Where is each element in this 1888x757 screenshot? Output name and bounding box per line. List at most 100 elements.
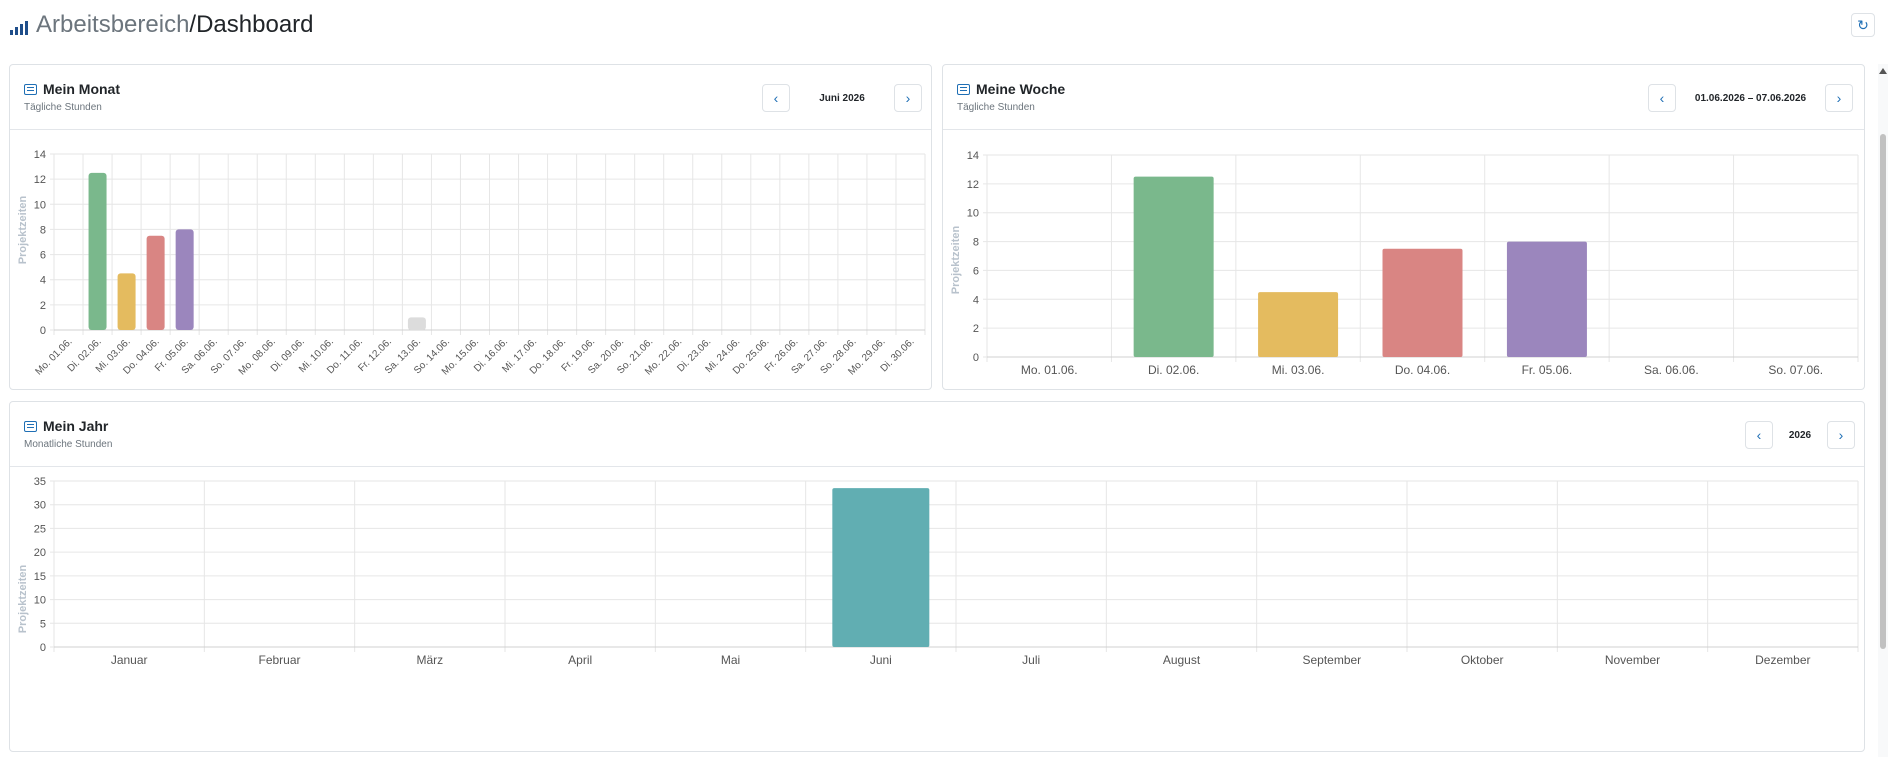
bar-13 xyxy=(407,317,426,330)
week-title: Meine Woche xyxy=(976,81,1066,97)
bar-4 xyxy=(146,235,165,330)
x-tick-label: Mo. 01.06. xyxy=(1021,363,1078,377)
y-tick-label: 8 xyxy=(973,237,979,249)
x-tick-label: September xyxy=(1302,653,1361,667)
refresh-button[interactable]: ↻ xyxy=(1851,13,1875,37)
y-axis-label: Projektzeiten xyxy=(950,225,962,294)
y-tick-label: 14 xyxy=(967,150,979,162)
calendar-chart-icon xyxy=(957,83,970,95)
chevron-left-icon: ‹ xyxy=(1756,427,1762,443)
y-tick-label: 6 xyxy=(40,250,46,262)
y-tick-label: 35 xyxy=(34,476,46,488)
week-prev-button[interactable]: ‹ xyxy=(1648,84,1676,112)
year-card: Mein Jahr Monatliche Stunden ‹ 2026 › 0 5… xyxy=(9,401,1865,752)
y-tick-label: 12 xyxy=(34,174,46,186)
y-tick-label: 0 xyxy=(973,352,979,364)
page-header: Arbeitsbereich/Dashboard xyxy=(10,8,314,42)
scrollbar-thumb[interactable] xyxy=(1880,134,1886,649)
bar-4 xyxy=(1382,248,1463,357)
y-tick-label: 15 xyxy=(34,571,46,583)
y-tick-label: 10 xyxy=(34,595,46,607)
x-tick-label: Di. 02.06. xyxy=(1148,363,1199,377)
x-tick-label: Do. 04.06. xyxy=(1395,363,1450,377)
y-tick-label: 0 xyxy=(40,325,46,337)
page-scrollbar[interactable] xyxy=(1878,64,1888,757)
week-next-button[interactable]: › xyxy=(1825,84,1853,112)
breadcrumb-current: Dashboard xyxy=(196,11,314,38)
x-tick-label: November xyxy=(1605,653,1660,667)
x-tick-label: Dezember xyxy=(1755,653,1810,667)
breadcrumb: Arbeitsbereich/Dashboard xyxy=(36,11,314,39)
month-card-title: Mein Monat xyxy=(24,81,120,97)
y-tick-label: 8 xyxy=(40,224,46,236)
x-tick-label: Mai xyxy=(721,653,740,667)
y-tick-label: 4 xyxy=(973,294,979,306)
x-tick-label: Fr. 05.06. xyxy=(1522,363,1573,377)
bar-5 xyxy=(1506,241,1587,357)
month-period-label: Juni 2026 xyxy=(819,92,865,104)
month-card-header: Mein Monat Tägliche Stunden ‹ Juni 2026 … xyxy=(10,65,931,130)
chevron-right-icon: › xyxy=(1838,427,1844,443)
y-tick-label: 20 xyxy=(34,547,46,559)
bar-3 xyxy=(1258,292,1339,357)
x-tick-label: Januar xyxy=(111,653,148,667)
breadcrumb-parent[interactable]: Arbeitsbereich xyxy=(36,11,190,38)
y-tick-label: 30 xyxy=(34,500,46,512)
y-tick-label: 4 xyxy=(40,275,46,287)
y-tick-label: 25 xyxy=(34,523,46,535)
year-subtitle: Monatliche Stunden xyxy=(24,439,113,450)
x-tick-label: So. 07.06. xyxy=(1768,363,1823,377)
breadcrumb-separator: / xyxy=(189,11,197,38)
month-next-button[interactable]: › xyxy=(894,84,922,112)
week-card: Meine Woche Tägliche Stunden ‹ 01.06.202… xyxy=(942,64,1865,390)
x-tick-label: Februar xyxy=(258,653,300,667)
year-chart: 0 5 10 15 20 25 30 35 Januar Februar März April Mai J… xyxy=(17,476,1859,667)
scroll-up-arrow-icon[interactable] xyxy=(1879,68,1887,74)
chevron-right-icon: › xyxy=(905,90,911,106)
month-title: Mein Monat xyxy=(43,81,120,97)
x-tick-label: Juli xyxy=(1022,653,1040,667)
chevron-left-icon: ‹ xyxy=(773,90,779,106)
refresh-icon: ↻ xyxy=(1857,16,1869,33)
year-card-header: Mein Jahr Monatliche Stunden ‹ 2026 › xyxy=(10,402,1864,467)
month-prev-button[interactable]: ‹ xyxy=(762,84,790,112)
x-tick-label: Oktober xyxy=(1461,653,1504,667)
x-tick-label: Sa. 06.06. xyxy=(1644,363,1699,377)
y-tick-label: 10 xyxy=(34,199,46,211)
year-period-label: 2026 xyxy=(1788,429,1812,441)
x-tick-label: Mo. 01.06. xyxy=(33,336,74,377)
week-nav: ‹ 01.06.2026 – 07.06.2026 › xyxy=(1648,84,1853,112)
y-axis-label: Projektzeiten xyxy=(17,195,29,264)
bar-5 xyxy=(175,229,194,330)
bar-chart-icon xyxy=(10,19,28,35)
month-nav: ‹ Juni 2026 › xyxy=(762,84,922,112)
chevron-left-icon: ‹ xyxy=(1659,90,1665,106)
week-subtitle: Tägliche Stunden xyxy=(957,102,1035,113)
year-prev-button[interactable]: ‹ xyxy=(1745,421,1773,449)
y-tick-label: 2 xyxy=(973,323,979,335)
year-title: Mein Jahr xyxy=(43,418,109,434)
year-card-title: Mein Jahr xyxy=(24,418,108,434)
y-tick-label: 12 xyxy=(967,179,979,191)
y-axis-label: Projektzeiten xyxy=(17,564,29,633)
calendar-list-icon xyxy=(24,83,37,95)
x-tick-label: Juni xyxy=(870,653,892,667)
bar-2 xyxy=(88,172,107,330)
chevron-right-icon: › xyxy=(1836,90,1842,106)
x-tick-label: Mi. 03.06. xyxy=(1272,363,1325,377)
bar-3 xyxy=(117,273,136,330)
year-next-button[interactable]: › xyxy=(1827,421,1855,449)
y-tick-label: 14 xyxy=(34,149,46,161)
y-tick-label: 10 xyxy=(967,208,979,220)
y-tick-label: 0 xyxy=(40,642,46,654)
calendar-year-icon xyxy=(24,420,37,432)
month-subtitle: Tägliche Stunden xyxy=(24,102,102,113)
year-nav: ‹ 2026 › xyxy=(1745,421,1855,449)
x-tick-label: April xyxy=(568,653,592,667)
y-tick-label: 6 xyxy=(973,265,979,277)
bar-6 xyxy=(832,488,930,647)
week-card-header: Meine Woche Tägliche Stunden ‹ 01.06.202… xyxy=(943,65,1864,130)
month-card: Mein Monat Tägliche Stunden ‹ Juni 2026 … xyxy=(9,64,932,390)
x-tick-label: März xyxy=(416,653,443,667)
